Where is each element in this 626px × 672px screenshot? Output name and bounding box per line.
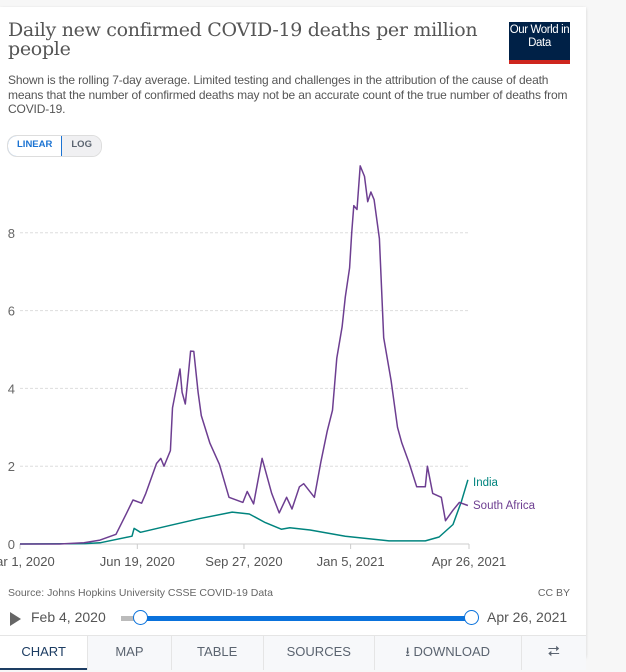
- timeline-track[interactable]: [121, 616, 473, 621]
- x-tick-label: Mar 1, 2020: [0, 554, 55, 569]
- line-chart: 0 2 4 6 8 Mar 1, 2020 Jun 19, 2020 Sep 27, 2020…: [0, 165, 536, 569]
- y-tick-label: 2: [8, 459, 15, 474]
- chart-subtitle: Shown is the rolling 7-day average. Limi…: [8, 73, 568, 117]
- tab-table[interactable]: TABLE: [170, 636, 263, 670]
- y-tick-label: 4: [8, 381, 15, 396]
- timeline-range-fill: [138, 616, 471, 621]
- linear-scale-button[interactable]: LINEAR: [7, 136, 63, 156]
- tab-download[interactable]: ⭳ DOWNLOAD: [373, 636, 521, 670]
- chart-card: Daily new confirmed COVID-19 deaths per …: [0, 7, 587, 670]
- tab-chart[interactable]: CHART: [0, 636, 88, 670]
- x-tick-label: Sep 27, 2020: [205, 554, 282, 569]
- timeline-end-date: Apr 26, 2021: [487, 609, 568, 625]
- timeline-start-date: Feb 4, 2020: [31, 609, 106, 625]
- share-icon: ⮂: [547, 643, 560, 660]
- owid-logo[interactable]: Our World in Data: [509, 22, 570, 64]
- series-label: South Africa: [473, 500, 536, 512]
- timeline-start-handle[interactable]: [133, 610, 148, 625]
- download-icon: ⭳: [405, 644, 410, 659]
- y-tick-label: 8: [8, 226, 15, 241]
- y-tick-label: 6: [8, 304, 15, 319]
- y-tick-label: 0: [8, 537, 15, 552]
- chart-title: Daily new confirmed COVID-19 deaths per …: [8, 19, 478, 60]
- log-scale-button[interactable]: LOG: [62, 136, 101, 156]
- series-label: India: [473, 477, 499, 489]
- play-icon[interactable]: [10, 612, 21, 626]
- tab-map[interactable]: MAP: [87, 636, 171, 670]
- timeline: Feb 4, 2020 Apr 26, 2021: [0, 603, 586, 631]
- timeline-end-handle[interactable]: [464, 610, 479, 625]
- tab-download-label: DOWNLOAD: [413, 644, 491, 659]
- scale-toggle: LINEAR LOG: [7, 135, 102, 157]
- x-tick-label: Apr 26, 2021: [432, 554, 506, 569]
- x-tick-label: Jan 5, 2021: [317, 554, 385, 569]
- series-line-south-africa: [20, 165, 469, 545]
- share-button[interactable]: ⮂: [520, 636, 587, 670]
- x-tick-label: Jun 19, 2020: [100, 554, 175, 569]
- tab-sources[interactable]: SOURCES: [262, 636, 374, 670]
- tab-bar: CHART MAP TABLE SOURCES ⭳ DOWNLOAD ⮂: [0, 635, 587, 670]
- license-link[interactable]: CC BY: [537, 587, 570, 599]
- source-note[interactable]: Source: Johns Hopkins University CSSE CO…: [8, 587, 273, 599]
- series-line-india: [19, 479, 469, 545]
